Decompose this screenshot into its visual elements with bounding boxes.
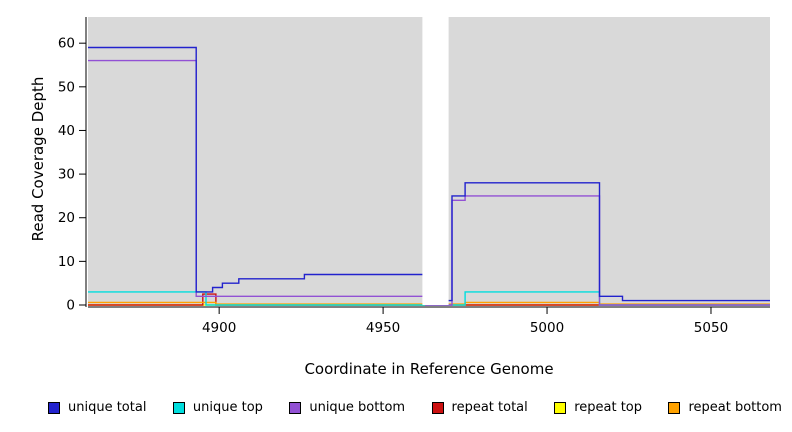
y-tick-label: 50 xyxy=(58,79,75,95)
legend-item-unique-top: unique top xyxy=(172,400,263,415)
unique-total-swatch-icon xyxy=(48,401,60,414)
y-tick-label: 0 xyxy=(66,298,75,314)
coverage-plot: 4900 4950 5000 5050 0 10 20 30 40 50 60 xyxy=(57,8,770,336)
x-tick-label: 5050 xyxy=(694,320,728,336)
legend: unique total unique top unique bottom re… xyxy=(48,400,782,415)
legend-item-repeat-total: repeat total xyxy=(431,400,528,415)
series-unique-total xyxy=(88,46,770,302)
legend-label: unique total xyxy=(68,400,147,415)
coverage-gap-band xyxy=(422,8,449,305)
x-tick-label: 4950 xyxy=(366,320,400,336)
repeat-top-swatch-icon xyxy=(554,401,567,414)
y-tick-label: 10 xyxy=(58,254,75,270)
unique-bottom-swatch-icon xyxy=(289,401,302,414)
legend-item-repeat-top: repeat top xyxy=(554,400,642,415)
x-tick-label: 5000 xyxy=(530,320,564,336)
legend-item-unique-total: unique total xyxy=(48,400,146,415)
repeat-bottom-swatch-icon xyxy=(668,401,681,414)
repeat-total-swatch-icon xyxy=(431,401,444,414)
x-axis-label: Coordinate in Reference Genome xyxy=(304,360,554,378)
legend-label: repeat bottom xyxy=(688,400,782,415)
legend-label: unique top xyxy=(192,400,263,415)
unique-top-swatch-icon xyxy=(172,401,185,414)
legend-label: repeat total xyxy=(451,400,528,415)
legend-label: unique bottom xyxy=(309,400,406,415)
y-tick-label: 60 xyxy=(58,36,75,52)
x-tick-label: 4900 xyxy=(202,320,236,336)
y-tick-label: 40 xyxy=(58,123,75,139)
legend-item-unique-bottom: unique bottom xyxy=(289,400,405,415)
legend-label: repeat top xyxy=(574,400,642,415)
legend-item-repeat-bottom: repeat bottom xyxy=(668,400,782,415)
y-tick-label: 30 xyxy=(58,167,75,183)
y-axis-label: Read Coverage Depth xyxy=(29,76,47,242)
y-tick-label: 20 xyxy=(58,210,75,226)
